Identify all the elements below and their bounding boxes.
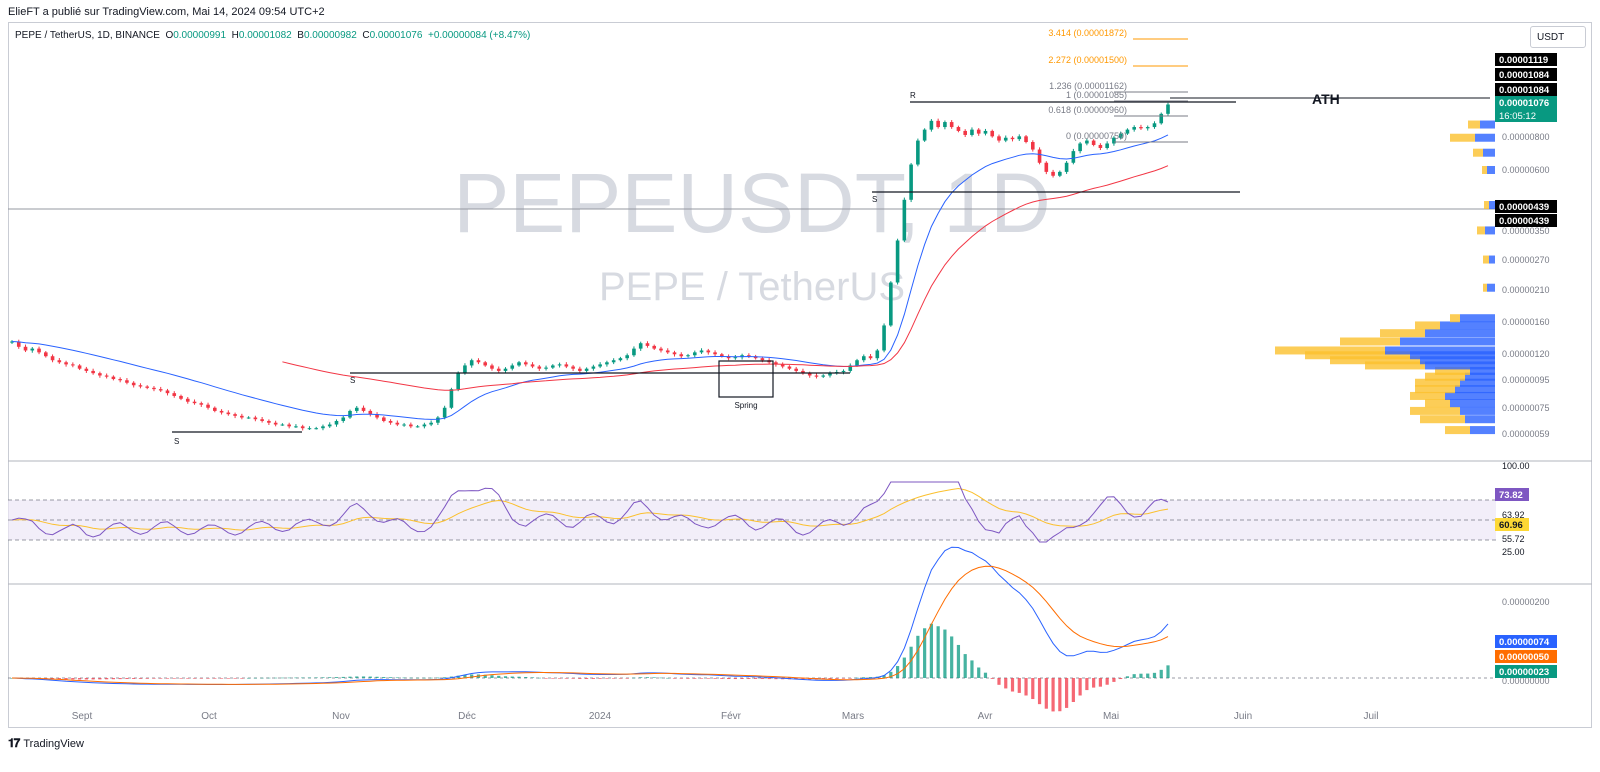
change-value: +0.00000084 (+8.47%) [427,30,531,41]
close-label: C [362,30,370,41]
close-value: 0.00001076 [369,30,423,41]
currency-unit-selector[interactable]: USDT [1530,26,1586,48]
open-label: O [165,30,174,41]
brand-name: TradingView [23,737,84,750]
low-label: B [297,30,304,41]
chart-frame [8,22,1592,728]
symbol-legend: PEPE / TetherUS, 1D, BINANCE O0.00000991… [15,30,530,41]
low-value: 0.00000982 [303,30,357,41]
tradingview-logo-icon: 𝟏𝟕 [8,736,20,750]
open-value: 0.00000991 [173,30,227,41]
publish-credit: ElieFT a publié sur TradingView.com, Mai… [8,6,325,18]
symbol-name: PEPE / TetherUS, 1D, BINANCE [15,30,160,41]
footer-brand[interactable]: 𝟏𝟕 TradingView [8,736,84,751]
high-value: 0.00001082 [238,30,292,41]
high-label: H [231,30,239,41]
